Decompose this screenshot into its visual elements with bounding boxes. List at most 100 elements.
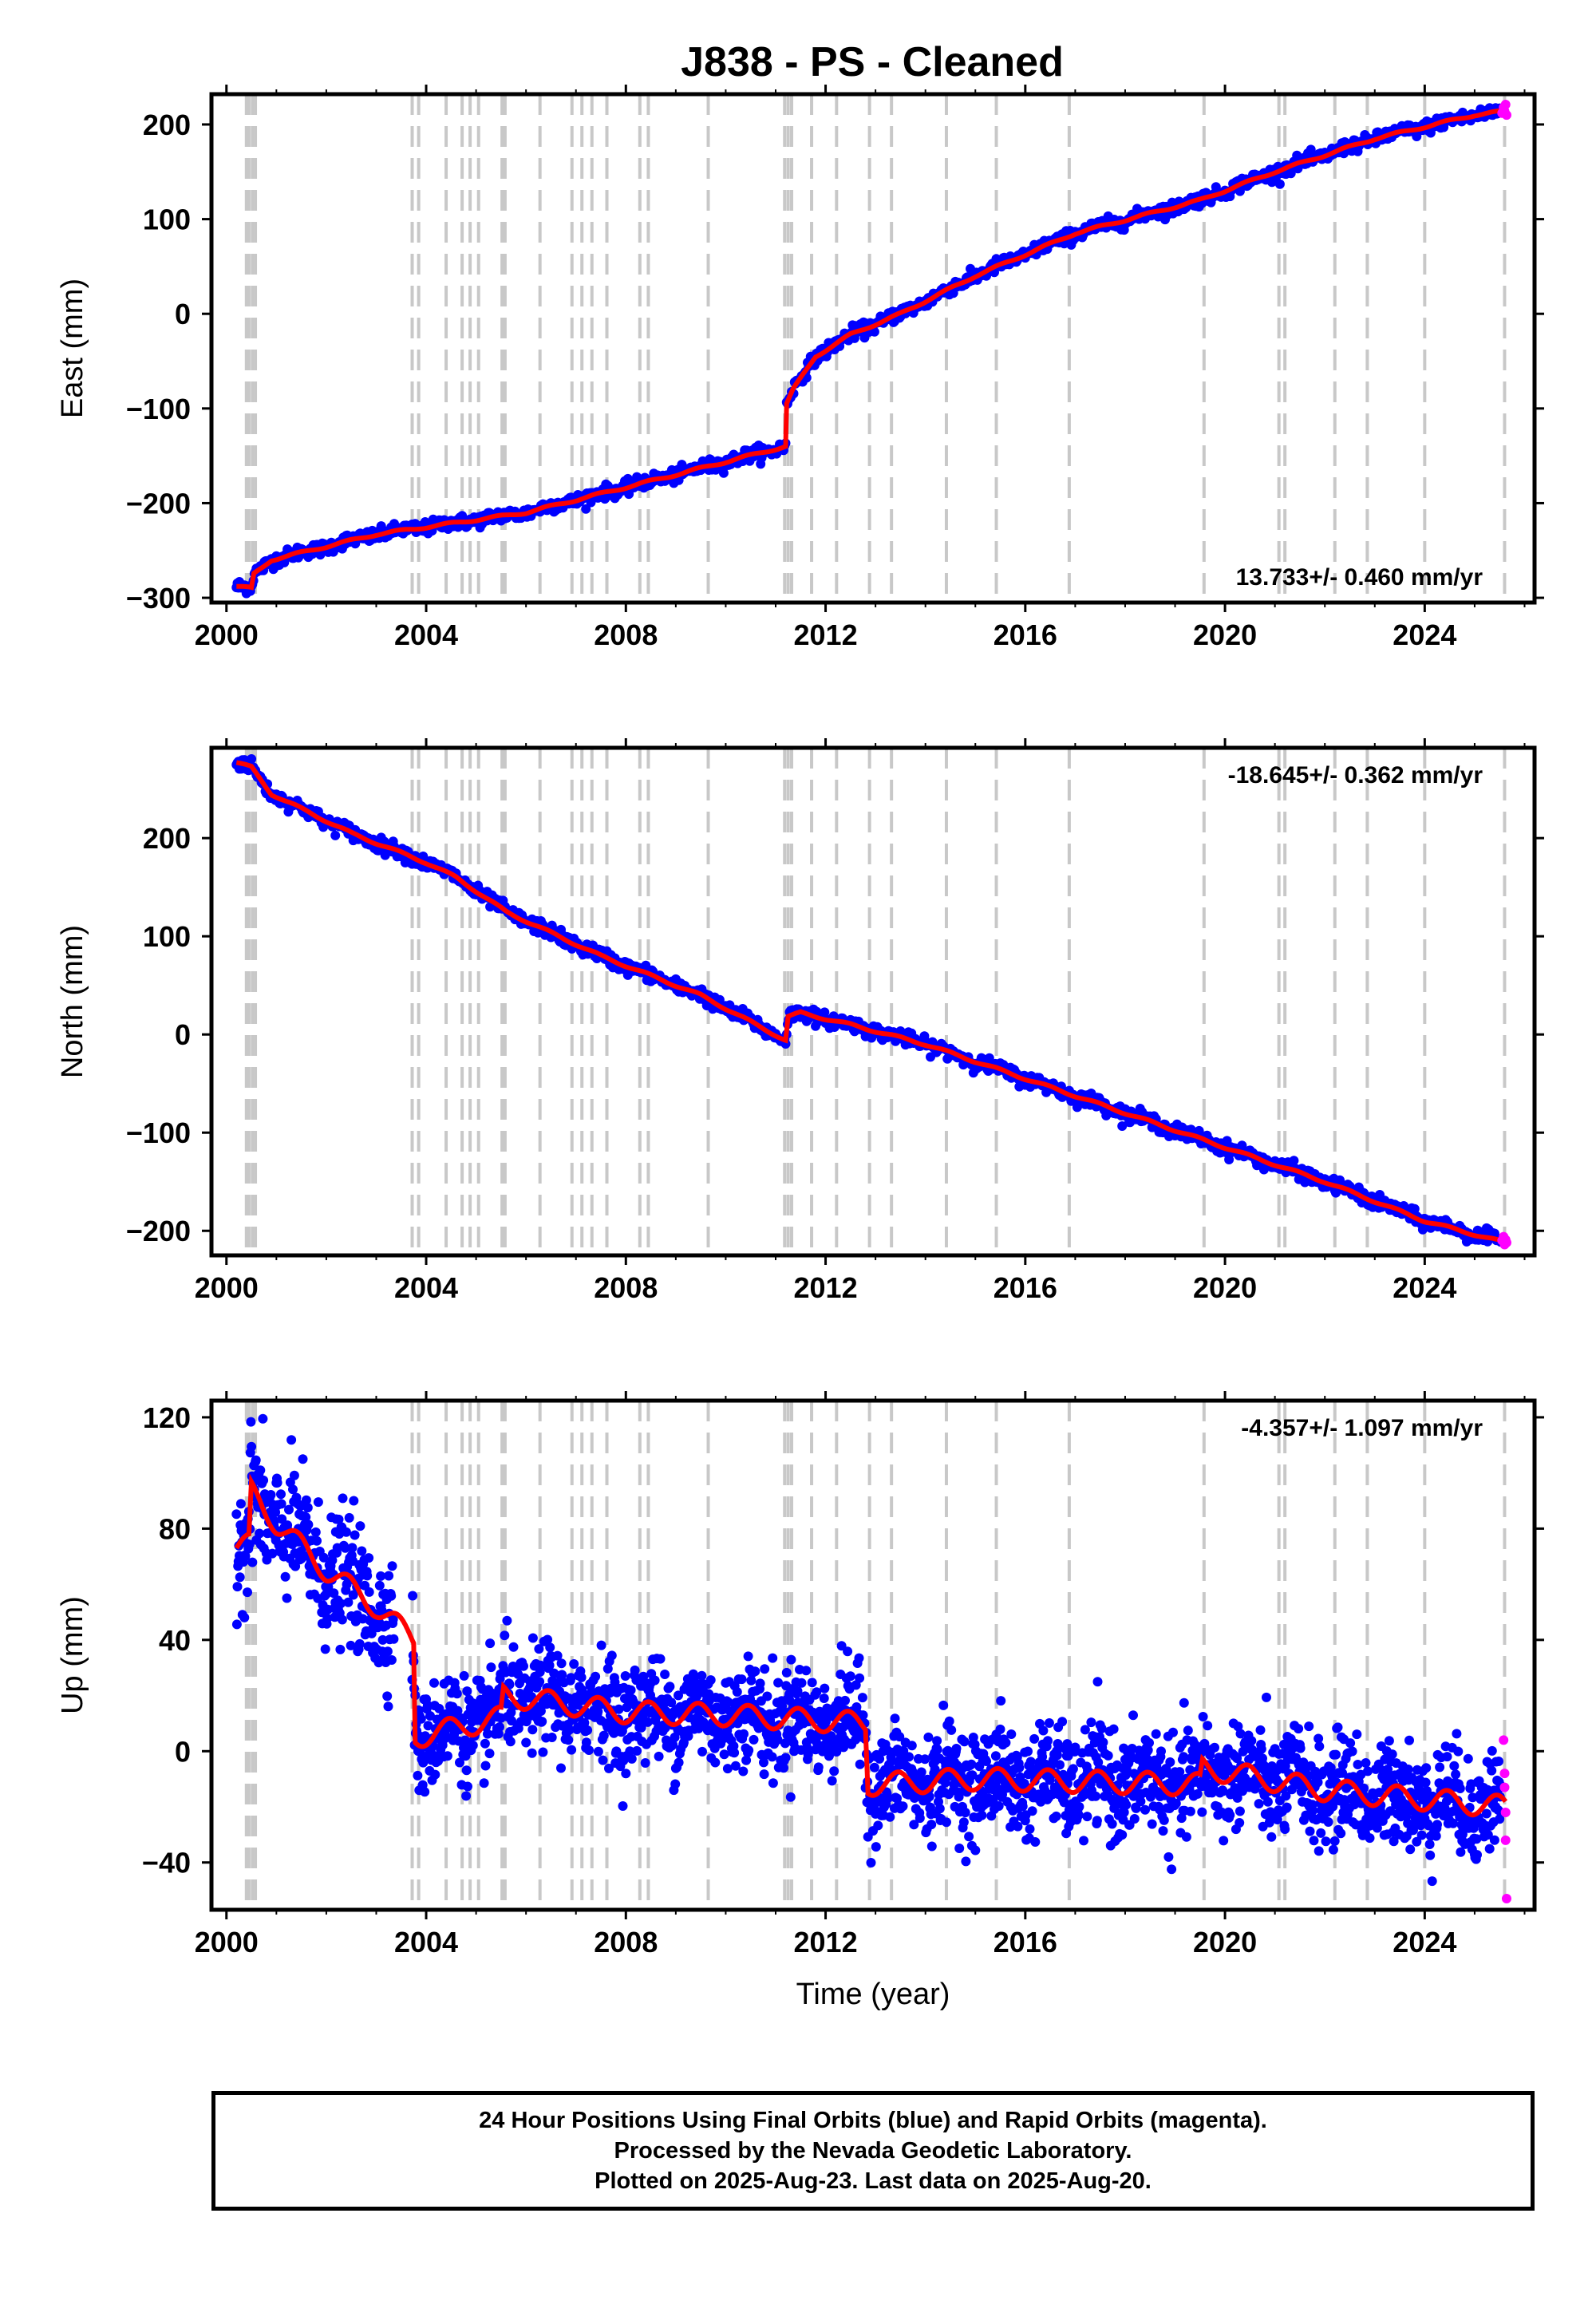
final-orbit-point (593, 1706, 603, 1717)
final-orbit-point (416, 1713, 426, 1724)
final-orbit-point (845, 1671, 855, 1682)
final-orbit-point (803, 1749, 813, 1760)
final-orbit-point (357, 1546, 367, 1556)
final-orbit-point (276, 1499, 286, 1509)
final-orbit-point (1057, 1717, 1068, 1727)
final-orbit-point (318, 1552, 329, 1563)
final-orbit-point (434, 1703, 444, 1713)
final-orbit-point (1254, 1799, 1264, 1809)
final-orbit-point (1151, 1729, 1161, 1739)
final-orbit-point (890, 1713, 900, 1724)
final-orbit-point (1121, 1800, 1132, 1810)
rapid-orbit-point (1501, 110, 1511, 121)
final-orbit-point (1096, 1723, 1107, 1733)
plot-frame (209, 745, 1537, 1258)
final-orbit-point (920, 1754, 930, 1765)
final-orbit-point (443, 1722, 453, 1733)
final-orbit-point (1314, 1733, 1324, 1744)
final-orbit-point (364, 1587, 374, 1597)
panel-up: 2000 2004 2008 2012 2016 2020 2024−4004080120U… (56, 1391, 1544, 2011)
final-orbit-point (904, 1752, 914, 1762)
final-orbit-point (581, 504, 591, 514)
final-orbit-point (1262, 1796, 1273, 1807)
final-orbit-point (630, 1665, 640, 1675)
final-orbit-point (907, 1741, 917, 1751)
final-orbit-point (1255, 1725, 1266, 1735)
final-orbit-point (1280, 1824, 1290, 1834)
y-tick-label: 200 (143, 822, 191, 855)
final-orbit-point (813, 1762, 824, 1773)
final-orbit-point (1006, 1729, 1017, 1739)
final-orbit-point (386, 1655, 397, 1665)
final-orbit-point (968, 1733, 978, 1742)
y-tick-label: 200 (143, 109, 191, 141)
final-orbit-point (934, 1804, 945, 1814)
final-orbit-point (666, 1697, 677, 1708)
final-orbit-point (710, 1757, 721, 1768)
final-orbit-point (705, 1675, 716, 1686)
final-orbit-point (1029, 1733, 1040, 1744)
final-orbit-point (1074, 1801, 1084, 1812)
final-orbit-point (665, 1682, 675, 1692)
final-orbit-point (349, 1496, 359, 1506)
y-tick-label: 100 (143, 204, 191, 236)
final-orbit-point (940, 1777, 950, 1788)
final-orbit-point (295, 1501, 306, 1512)
final-orbit-point (480, 1761, 491, 1771)
final-orbit-point (389, 1634, 399, 1644)
final-orbit-point (820, 1007, 830, 1018)
final-orbit-point (1038, 1725, 1049, 1736)
final-orbit-point (1144, 1737, 1154, 1748)
final-orbit-point (384, 1571, 394, 1581)
final-orbit-point (1055, 1760, 1065, 1770)
y-tick-label: −300 (126, 582, 191, 615)
final-orbit-point (544, 1660, 555, 1670)
final-orbit-point (1158, 1826, 1168, 1836)
final-orbit-point (1314, 1846, 1324, 1856)
y-tick-label: 0 (175, 298, 191, 330)
final-orbit-point (812, 1687, 822, 1697)
final-orbit-point (591, 1671, 601, 1682)
final-orbit-point (1086, 1717, 1096, 1728)
final-orbit-point (500, 1630, 510, 1641)
final-orbit-point (733, 1718, 743, 1729)
final-orbit-point (1092, 1816, 1102, 1826)
final-orbit-point (668, 1740, 678, 1750)
final-orbit-point (1159, 1815, 1169, 1825)
final-orbit-point (773, 1678, 784, 1688)
final-orbit-point (334, 1514, 344, 1524)
final-orbit-point (924, 1792, 934, 1802)
final-orbit-point (247, 754, 257, 764)
final-orbit-point (596, 1640, 606, 1650)
final-orbit-point (320, 1644, 330, 1654)
final-orbit-point (944, 1716, 954, 1726)
final-orbit-point (826, 1731, 836, 1741)
final-orbit-point (602, 1664, 613, 1674)
final-orbit-point (280, 1571, 290, 1582)
final-orbit-point (543, 1634, 553, 1645)
final-orbit-point (1294, 1724, 1304, 1734)
final-orbit-point (1218, 1786, 1228, 1796)
final-orbit-point (286, 1435, 297, 1445)
final-orbit-point (288, 1484, 298, 1495)
final-orbit-point (642, 1717, 653, 1727)
final-orbit-point (1068, 1764, 1078, 1774)
final-orbit-point (650, 1675, 660, 1686)
final-orbit-point (347, 1543, 358, 1553)
final-orbit-point (827, 1776, 837, 1786)
x-tick-label: 2016 (994, 1271, 1057, 1304)
final-orbit-point (655, 1654, 666, 1664)
final-orbit-point (462, 1686, 472, 1697)
final-orbit-point (239, 1612, 250, 1622)
final-orbit-point (535, 1660, 546, 1670)
final-orbit-point (1128, 1791, 1139, 1801)
final-orbit-point (598, 1755, 608, 1765)
final-orbit-point (340, 1543, 350, 1553)
final-orbit-point (946, 1725, 957, 1735)
final-orbit-point (598, 1730, 609, 1741)
final-orbit-point (259, 1475, 269, 1485)
final-orbit-point (1037, 1752, 1048, 1762)
final-orbit-point (1176, 1813, 1187, 1824)
final-orbit-point (583, 1725, 593, 1735)
final-orbit-point (422, 1700, 433, 1710)
